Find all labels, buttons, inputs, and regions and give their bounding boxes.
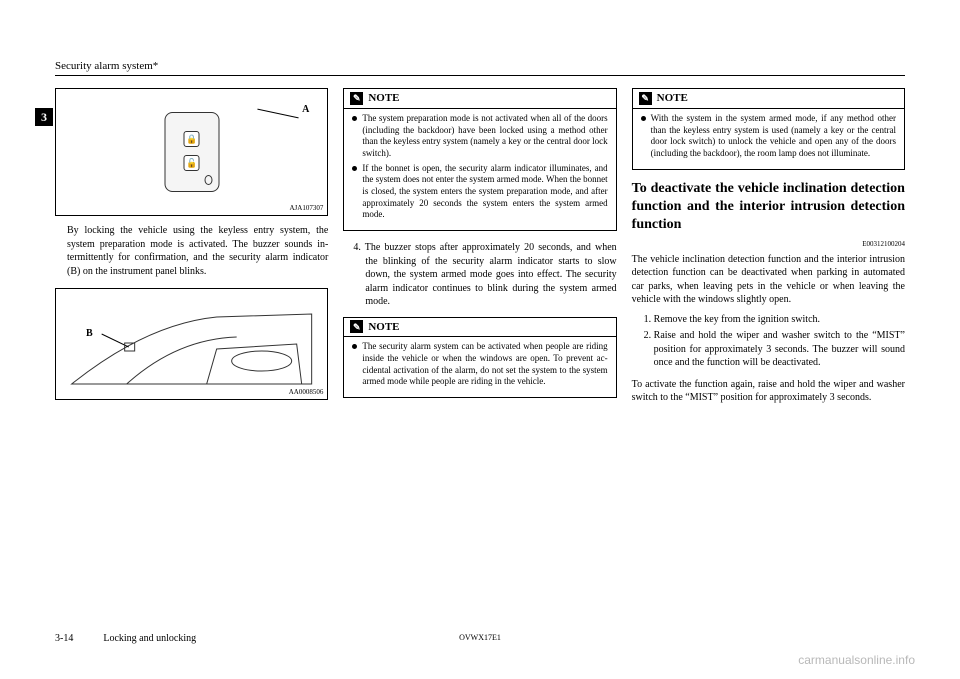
- note-title-2: NOTE: [368, 320, 399, 335]
- figure-code-2: AA0008506: [289, 388, 324, 397]
- para-reactivate: To activate the function again, raise an…: [632, 378, 905, 405]
- note2-item-0: The security alarm system can be activat…: [352, 341, 607, 388]
- chapter-number: 3: [41, 110, 47, 124]
- content-columns: 🔒 🔓 A AJA107307 By locking the vehicle u…: [55, 88, 905, 573]
- figure-label-b: B: [86, 327, 93, 341]
- figure-label-a: A: [302, 103, 309, 117]
- note-body-1: The system preparation mode is not activ…: [344, 109, 615, 230]
- note1-item-1: If the bonnet is open, the security alar…: [352, 163, 607, 221]
- note-body-3: With the system in the system armed mode…: [633, 109, 904, 169]
- section-heading: To deactivate the vehicle incli­nation d…: [632, 180, 905, 235]
- remote-lock-button: 🔒: [184, 131, 200, 147]
- step-1: Remove the key from the ignition switch.: [654, 313, 905, 327]
- note-title-3: NOTE: [657, 91, 688, 106]
- note1-item-0: The system preparation mode is not activ…: [352, 113, 607, 160]
- footer-doc-ref: OVWX17E1: [459, 633, 501, 642]
- footer-section: Locking and unlocking: [103, 633, 196, 644]
- column-3: NOTE With the system in the system armed…: [632, 88, 905, 573]
- note-box-3: NOTE With the system in the system armed…: [632, 88, 905, 170]
- note-header-2: NOTE: [344, 318, 615, 338]
- watermark: carmanualsonline.info: [798, 653, 915, 667]
- column-1: 🔒 🔓 A AJA107307 By locking the vehicle u…: [55, 88, 328, 573]
- page-footer: 3-14 Locking and unlocking OVWX17E1: [55, 633, 905, 644]
- chapter-tab: 3: [35, 108, 53, 126]
- note-header-1: NOTE: [344, 89, 615, 109]
- remote-outline: 🔒 🔓: [164, 112, 219, 192]
- note-icon: [350, 320, 363, 333]
- step-4: 4. The buzzer stops after approximately …: [343, 241, 616, 309]
- note-icon: [639, 92, 652, 105]
- note-box-2: NOTE The security alarm system can be ac…: [343, 317, 616, 399]
- remote-keyring: [204, 175, 212, 185]
- note-box-1: NOTE The system preparation mode is not …: [343, 88, 616, 231]
- figure-dashboard: B AA0008506: [55, 288, 328, 400]
- header-title: Security alarm system*: [55, 60, 158, 72]
- doc-id: E00312100204: [632, 240, 905, 249]
- dashboard-illustration: [56, 289, 327, 399]
- footer-page-number: 3-14: [55, 633, 73, 644]
- column-2: NOTE The system preparation mode is not …: [343, 88, 616, 573]
- deactivate-steps: Remove the key from the ignition switch.…: [632, 313, 905, 370]
- remote-unlock-button: 🔓: [184, 155, 200, 171]
- page-header: Security alarm system*: [55, 60, 905, 76]
- para-deactivate: The vehicle inclination detection functi…: [632, 253, 905, 307]
- para-keyless-lock: By locking the vehicle using the keyless…: [55, 224, 328, 278]
- figure-remote-key: 🔒 🔓 A AJA107307: [55, 88, 328, 216]
- step-2: Raise and hold the wiper and washer swit…: [654, 329, 905, 370]
- note3-item-0: With the system in the system armed mode…: [641, 113, 896, 160]
- note-body-2: The security alarm system can be activat…: [344, 337, 615, 397]
- figure-code-1: AJA107307: [289, 204, 323, 213]
- callout-line-a: [258, 109, 299, 119]
- note-icon: [350, 92, 363, 105]
- note-title-1: NOTE: [368, 91, 399, 106]
- note-header-3: NOTE: [633, 89, 904, 109]
